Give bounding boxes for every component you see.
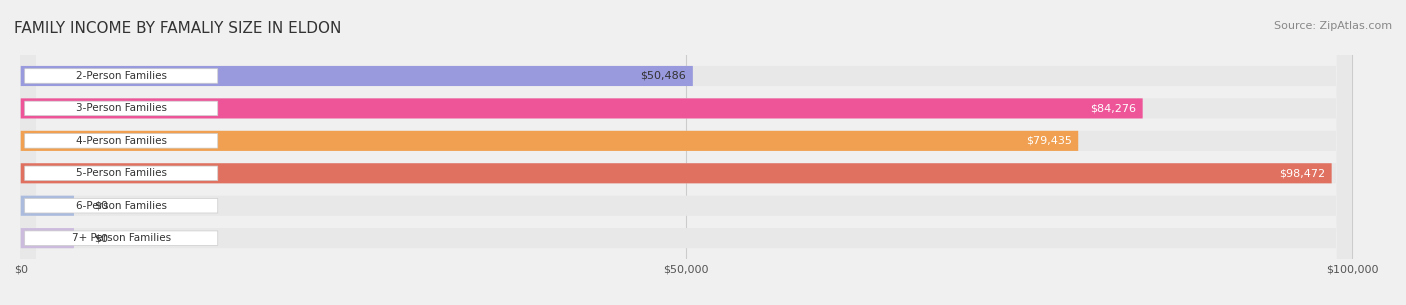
FancyBboxPatch shape	[25, 69, 218, 83]
Text: 5-Person Families: 5-Person Families	[76, 168, 167, 178]
Text: 3-Person Families: 3-Person Families	[76, 103, 167, 113]
FancyBboxPatch shape	[25, 101, 218, 116]
FancyBboxPatch shape	[21, 0, 1353, 305]
FancyBboxPatch shape	[21, 163, 1331, 183]
FancyBboxPatch shape	[25, 134, 218, 148]
Text: $0: $0	[94, 233, 108, 243]
Text: $79,435: $79,435	[1026, 136, 1071, 146]
FancyBboxPatch shape	[25, 166, 218, 181]
Text: $0: $0	[94, 201, 108, 211]
Text: $98,472: $98,472	[1279, 168, 1324, 178]
FancyBboxPatch shape	[21, 66, 693, 86]
Text: 2-Person Families: 2-Person Families	[76, 71, 167, 81]
FancyBboxPatch shape	[21, 99, 1143, 118]
Text: $50,486: $50,486	[640, 71, 686, 81]
FancyBboxPatch shape	[21, 131, 1078, 151]
Text: $84,276: $84,276	[1090, 103, 1136, 113]
FancyBboxPatch shape	[21, 0, 1353, 305]
FancyBboxPatch shape	[21, 0, 1353, 305]
Text: 6-Person Families: 6-Person Families	[76, 201, 167, 211]
Text: 7+ Person Families: 7+ Person Families	[72, 233, 170, 243]
FancyBboxPatch shape	[21, 0, 1353, 305]
FancyBboxPatch shape	[25, 199, 218, 213]
FancyBboxPatch shape	[21, 0, 1353, 305]
Text: FAMILY INCOME BY FAMALIY SIZE IN ELDON: FAMILY INCOME BY FAMALIY SIZE IN ELDON	[14, 21, 342, 36]
Text: Source: ZipAtlas.com: Source: ZipAtlas.com	[1274, 21, 1392, 31]
FancyBboxPatch shape	[21, 0, 1353, 305]
FancyBboxPatch shape	[21, 196, 75, 216]
FancyBboxPatch shape	[21, 228, 75, 248]
Text: 4-Person Families: 4-Person Families	[76, 136, 167, 146]
FancyBboxPatch shape	[25, 231, 218, 246]
